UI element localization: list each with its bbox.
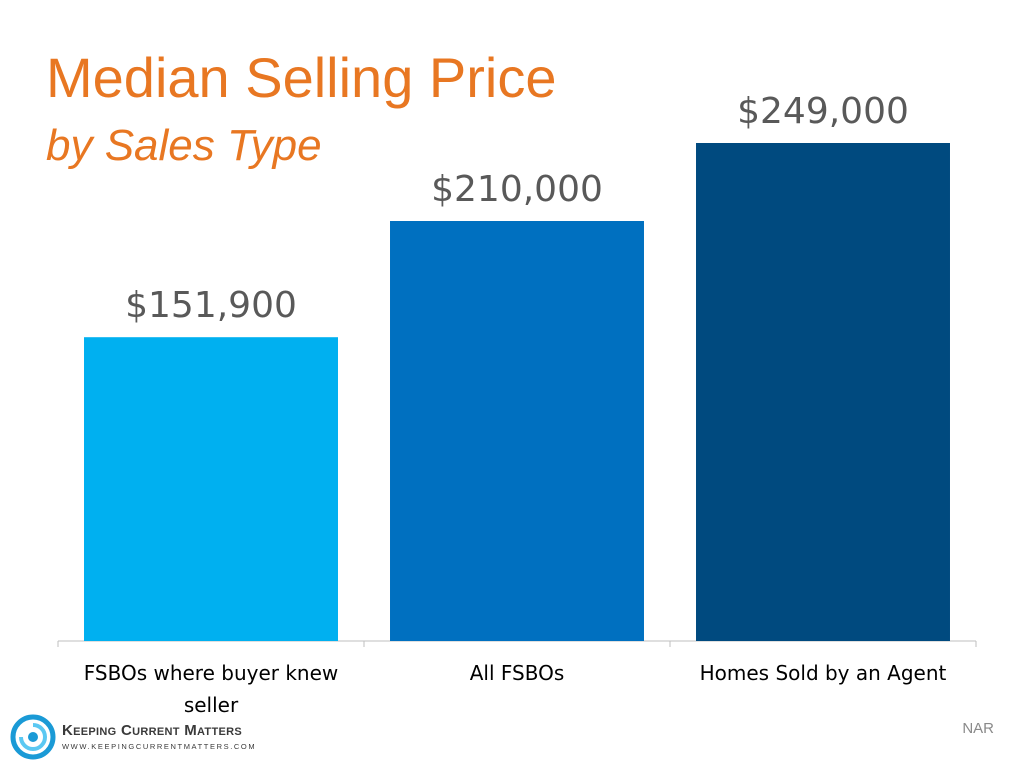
data-label: $210,000 (431, 169, 603, 210)
bar (390, 221, 644, 641)
data-label: $151,900 (125, 285, 297, 326)
category-label: Homes Sold by an Agent (700, 661, 947, 685)
category-label: All FSBOs (470, 661, 565, 685)
bar (84, 337, 338, 641)
bar (696, 143, 950, 641)
source-label: NAR (962, 720, 994, 737)
logo-url: WWW.KEEPINGCURRENTMATTERS.COM (62, 742, 257, 751)
company-logo: Keeping Current Matters WWW.KEEPINGCURRE… (10, 714, 260, 764)
swirl-logo-icon (10, 714, 56, 760)
category-label: seller (184, 693, 239, 717)
chart-subtitle: by Sales Type (46, 121, 322, 170)
chart-title: Median Selling Price (46, 46, 557, 109)
logo-name: Keeping Current Matters (62, 722, 242, 739)
category-label: FSBOs where buyer knew (84, 661, 339, 685)
data-label: $249,000 (737, 91, 909, 132)
